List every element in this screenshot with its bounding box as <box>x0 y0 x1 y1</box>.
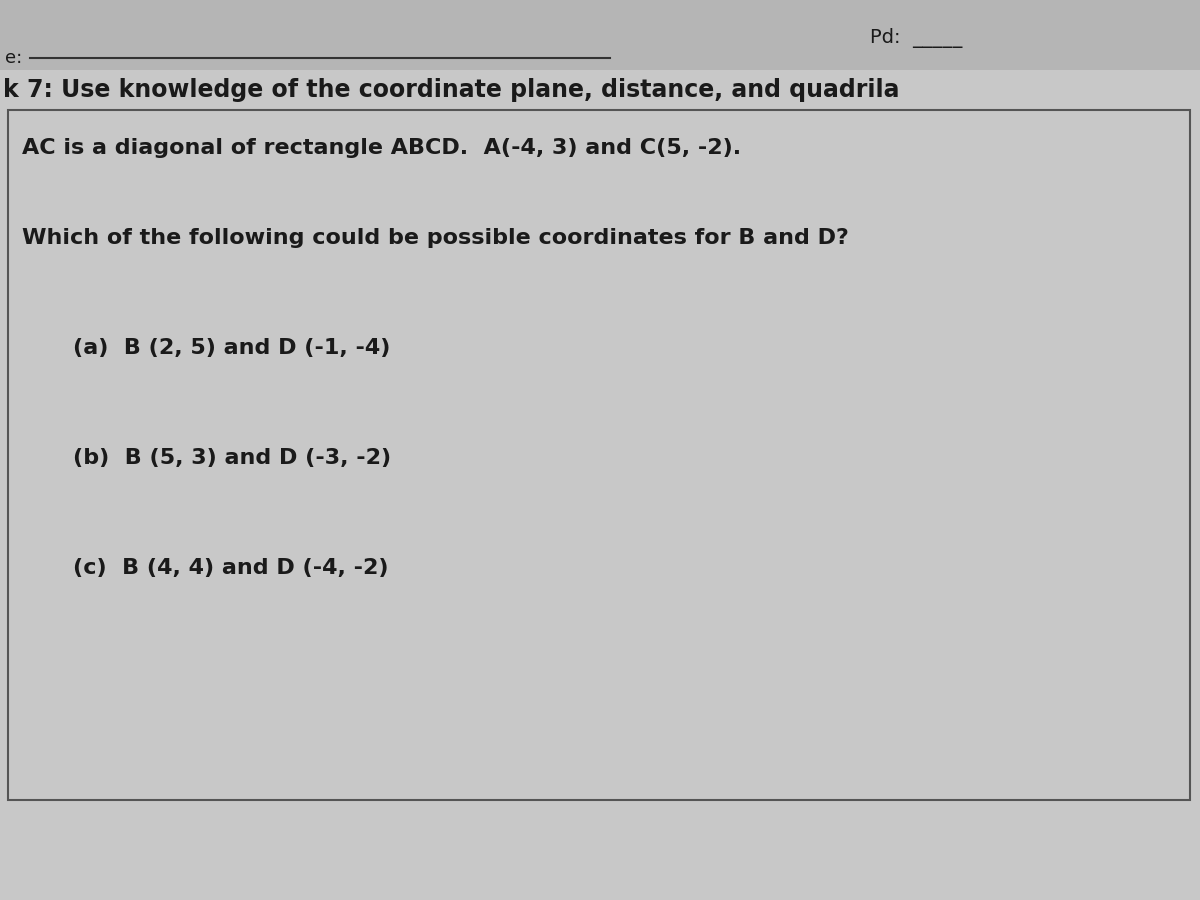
Text: AC is a diagonal of rectangle ABCD.  A(-4, 3) and C(5, -2).: AC is a diagonal of rectangle ABCD. A(-4… <box>22 138 742 158</box>
Text: e:: e: <box>5 49 23 67</box>
Bar <box>8 110 1190 800</box>
Text: (c)  B (4, 4) and D (-4, -2): (c) B (4, 4) and D (-4, -2) <box>73 558 389 578</box>
Bar <box>0 0 1200 70</box>
Text: Pd:  _____: Pd: _____ <box>870 28 962 48</box>
Text: Which of the following could be possible coordinates for B and D?: Which of the following could be possible… <box>22 228 848 248</box>
Text: (a)  B (2, 5) and D (-1, -4): (a) B (2, 5) and D (-1, -4) <box>73 338 390 358</box>
Text: (b)  B (5, 3) and D (-3, -2): (b) B (5, 3) and D (-3, -2) <box>73 448 391 468</box>
Text: k 7: Use knowledge of the coordinate plane, distance, and quadrila: k 7: Use knowledge of the coordinate pla… <box>2 78 900 102</box>
